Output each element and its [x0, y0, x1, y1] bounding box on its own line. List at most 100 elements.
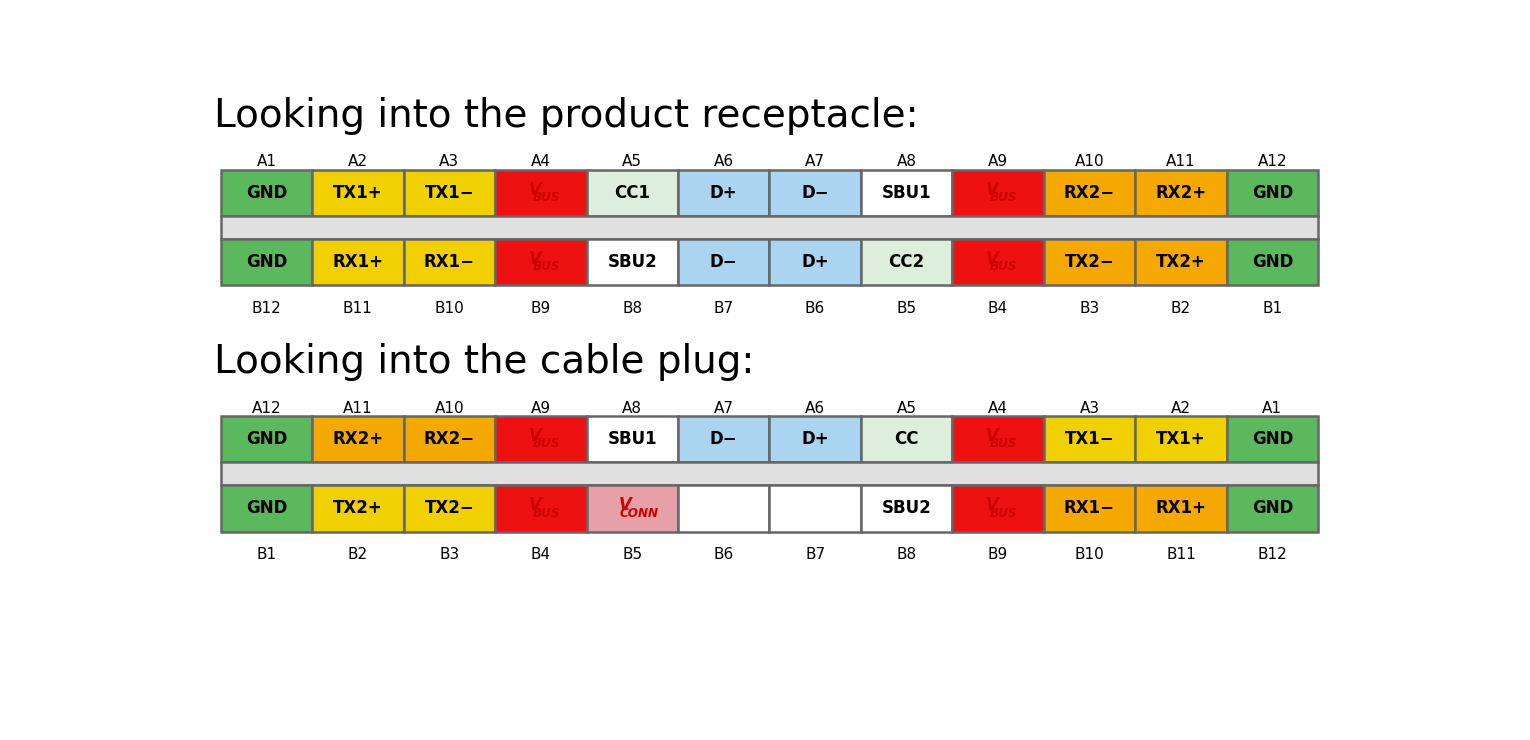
Bar — [861, 169, 952, 216]
Text: A5: A5 — [897, 401, 916, 416]
Bar — [1227, 485, 1319, 531]
Text: SBU2: SBU2 — [881, 500, 932, 517]
Bar — [1227, 239, 1319, 285]
Text: D−: D− — [710, 253, 737, 271]
Bar — [220, 416, 312, 462]
Text: B5: B5 — [897, 300, 916, 316]
Text: B2: B2 — [1170, 300, 1190, 316]
Bar — [952, 239, 1043, 285]
Text: B6: B6 — [713, 547, 734, 562]
Text: B1: B1 — [257, 547, 277, 562]
Bar — [220, 216, 1319, 239]
Bar — [1043, 485, 1135, 531]
Text: A12: A12 — [251, 401, 282, 416]
Text: B10: B10 — [1074, 547, 1105, 562]
Text: RX1−: RX1− — [424, 253, 474, 271]
Text: V: V — [529, 427, 542, 445]
Text: BUS: BUS — [990, 507, 1017, 519]
Text: A8: A8 — [623, 401, 643, 416]
Text: A8: A8 — [897, 155, 916, 169]
Bar — [220, 169, 312, 216]
Text: B10: B10 — [435, 300, 464, 316]
Text: TX1+: TX1+ — [1157, 430, 1206, 448]
Text: B9: B9 — [531, 300, 551, 316]
Bar — [404, 485, 496, 531]
Text: D+: D+ — [710, 184, 737, 202]
Bar — [312, 416, 404, 462]
Text: CC2: CC2 — [889, 253, 924, 271]
Text: RX2−: RX2− — [424, 430, 474, 448]
Bar — [952, 416, 1043, 462]
Text: V: V — [529, 497, 542, 514]
Bar — [1135, 169, 1227, 216]
Text: B8: B8 — [623, 300, 643, 316]
Text: TX1−: TX1− — [424, 184, 474, 202]
Text: GND: GND — [246, 253, 288, 271]
Text: A11: A11 — [1166, 155, 1196, 169]
Text: A3: A3 — [1079, 401, 1100, 416]
Text: CONN: CONN — [620, 507, 659, 519]
Bar — [678, 416, 770, 462]
Text: B12: B12 — [251, 300, 282, 316]
Text: GND: GND — [1252, 253, 1293, 271]
Bar — [952, 485, 1043, 531]
Bar — [770, 485, 861, 531]
Bar — [312, 169, 404, 216]
Text: A3: A3 — [439, 155, 459, 169]
Bar — [496, 416, 586, 462]
Bar — [404, 239, 496, 285]
Text: BUS: BUS — [532, 191, 560, 204]
Text: V: V — [529, 181, 542, 198]
Text: GND: GND — [1252, 430, 1293, 448]
Bar — [770, 239, 861, 285]
Text: A2: A2 — [347, 155, 367, 169]
Text: D−: D− — [710, 430, 737, 448]
Text: A10: A10 — [435, 401, 464, 416]
Bar — [496, 169, 586, 216]
Text: A4: A4 — [531, 155, 551, 169]
Text: RX2+: RX2+ — [332, 430, 384, 448]
Bar — [404, 169, 496, 216]
Bar — [861, 485, 952, 531]
Bar — [1227, 169, 1319, 216]
Text: TX2−: TX2− — [1065, 253, 1114, 271]
Text: B8: B8 — [897, 547, 916, 562]
Text: B1: B1 — [1262, 300, 1282, 316]
Bar — [678, 239, 770, 285]
Text: B11: B11 — [1166, 547, 1196, 562]
Text: BUS: BUS — [990, 437, 1017, 450]
Bar — [220, 485, 312, 531]
Bar — [1135, 416, 1227, 462]
Text: B7: B7 — [805, 547, 825, 562]
Text: TX2−: TX2− — [424, 500, 474, 517]
Text: BUS: BUS — [532, 260, 560, 273]
Text: RX2−: RX2− — [1063, 184, 1115, 202]
Text: B5: B5 — [623, 547, 643, 562]
Text: GND: GND — [246, 184, 288, 202]
Text: B12: B12 — [1258, 547, 1287, 562]
Text: D+: D+ — [802, 253, 829, 271]
Text: B3: B3 — [439, 547, 459, 562]
Text: A11: A11 — [343, 401, 373, 416]
Text: BUS: BUS — [532, 507, 560, 519]
Bar — [220, 239, 312, 285]
Text: RX1+: RX1+ — [332, 253, 384, 271]
Text: GND: GND — [1252, 500, 1293, 517]
Text: B4: B4 — [988, 300, 1008, 316]
Text: TX1−: TX1− — [1065, 430, 1114, 448]
Bar — [1043, 239, 1135, 285]
Text: Looking into the product receptacle:: Looking into the product receptacle: — [214, 97, 920, 135]
Text: A5: A5 — [623, 155, 643, 169]
Bar — [770, 416, 861, 462]
Bar — [496, 485, 586, 531]
Text: V: V — [529, 250, 542, 268]
Text: V: V — [618, 497, 632, 514]
Bar — [861, 239, 952, 285]
Bar — [220, 462, 1319, 485]
Bar — [312, 239, 404, 285]
Text: A6: A6 — [713, 155, 734, 169]
Text: V: V — [987, 497, 999, 514]
Text: RX1−: RX1− — [1063, 500, 1115, 517]
Text: A4: A4 — [988, 401, 1008, 416]
Text: A12: A12 — [1258, 155, 1287, 169]
